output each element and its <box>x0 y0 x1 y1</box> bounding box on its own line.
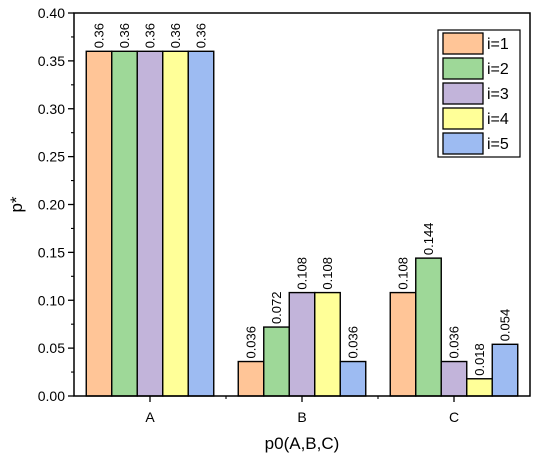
legend-label-series-1: i=1 <box>487 36 509 53</box>
legend-swatch-series-1 <box>442 32 484 55</box>
data-label-a-series-1: 0.36 <box>92 23 107 48</box>
x-tick-label-c: C <box>449 409 459 425</box>
y-tick-label: 0.15 <box>38 244 65 260</box>
y-tick-label: 0.40 <box>38 5 65 21</box>
plot-frame <box>73 12 531 397</box>
y-tick-label: 0.10 <box>38 292 65 308</box>
data-label-c-series-1: 0.108 <box>396 257 411 290</box>
bar-b-series-3 <box>288 291 316 397</box>
bar-a-series-2 <box>111 50 138 397</box>
data-label-b-series-2: 0.072 <box>269 292 284 325</box>
bar-a-series-4 <box>162 50 189 397</box>
data-label-c-series-4: 0.018 <box>472 343 487 376</box>
axis-ticks: 0.00 0.05 0.10 0.15 0.20 0.25 0.30 0.35 0.40 A B C <box>38 5 459 425</box>
bar-c-series-1 <box>389 291 417 397</box>
bar-c-series-3 <box>440 360 468 397</box>
bar-b-series-2 <box>263 326 290 397</box>
bar-a-series-3 <box>136 50 164 397</box>
bar-b-series-5 <box>339 360 367 397</box>
x-tick-label-a: A <box>145 409 155 425</box>
bar-c-series-4 <box>466 378 493 397</box>
legend-swatch-series-2 <box>442 57 484 80</box>
bar-c-series-5 <box>491 343 519 397</box>
legend-swatch-series-3 <box>442 82 484 105</box>
data-label-b-series-5: 0.036 <box>346 326 361 359</box>
bar-b-series-4 <box>314 291 341 397</box>
x-tick-label-b: B <box>297 409 306 425</box>
data-label-a-series-4: 0.36 <box>168 23 183 48</box>
data-label-c-series-2: 0.144 <box>421 223 436 256</box>
bar-c-series-2 <box>415 257 442 397</box>
data-label-c-series-3: 0.036 <box>447 326 462 359</box>
bar-b-series-1 <box>237 360 265 397</box>
y-tick-label: 0.20 <box>38 197 65 213</box>
legend-label-series-4: i=4 <box>487 111 509 128</box>
y-tick-label: 0.05 <box>38 340 65 356</box>
data-label-a-series-3: 0.36 <box>143 23 158 48</box>
legend-swatch-series-4 <box>442 107 484 130</box>
y-tick-label: 0.00 <box>38 388 65 404</box>
data-label-a-series-5: 0.36 <box>194 23 209 48</box>
data-label-c-series-5: 0.054 <box>498 309 513 342</box>
y-tick-label: 0.30 <box>38 101 65 117</box>
bar-a-series-5 <box>187 50 215 397</box>
y-tick-label: 0.35 <box>38 53 65 69</box>
x-axis-title: p0(A,B,C) <box>265 434 340 453</box>
legend-label-series-3: i=3 <box>487 86 509 103</box>
data-label-a-series-2: 0.36 <box>117 23 132 48</box>
legend-label-series-5: i=5 <box>487 136 509 153</box>
legend-label-series-2: i=2 <box>487 61 509 78</box>
data-label-b-series-4: 0.108 <box>320 257 335 290</box>
y-axis-title: p* <box>7 196 26 212</box>
y-tick-label: 0.25 <box>38 149 65 165</box>
legend-swatch-series-5 <box>442 132 484 155</box>
bars <box>85 50 519 397</box>
bar-a-series-1 <box>85 50 113 397</box>
data-labels: 0.36 0.36 0.36 0.36 0.36 0.036 0.072 0.108 0.108… <box>92 23 513 376</box>
data-label-b-series-1: 0.036 <box>244 326 259 359</box>
data-label-b-series-3: 0.108 <box>295 257 310 290</box>
legend: i=1 i=2 i=3 i=4 i=5 <box>437 29 521 158</box>
